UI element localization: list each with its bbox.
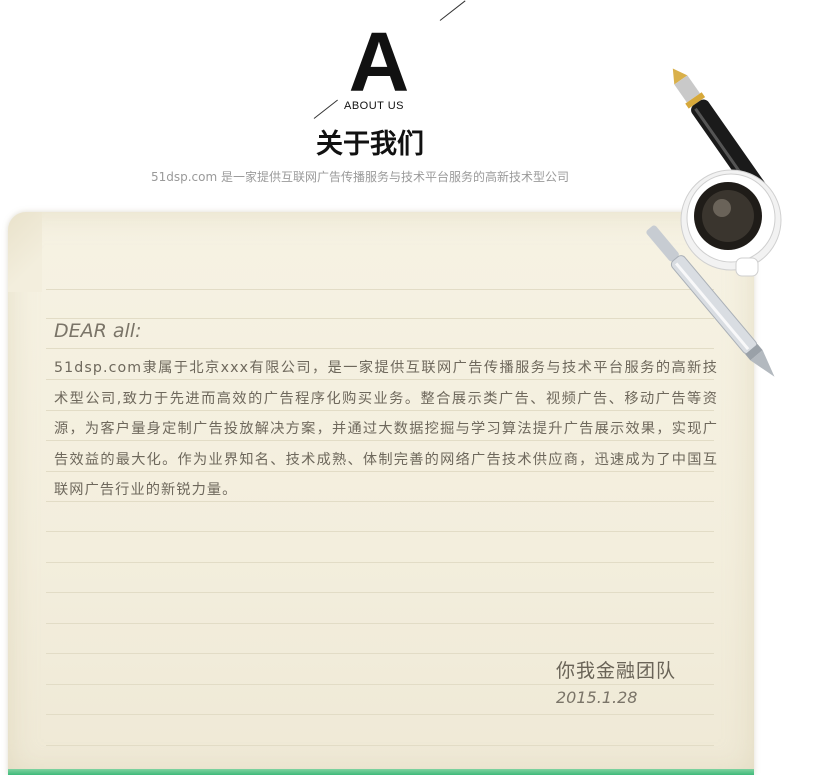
paper-rule <box>46 440 714 441</box>
paper-rule <box>46 318 714 319</box>
paper-rule <box>46 714 714 715</box>
paper-rule <box>46 289 714 290</box>
paper-rule <box>46 501 714 502</box>
letter-signature: 你我金融团队 <box>556 660 677 682</box>
paper-rule <box>46 471 714 472</box>
bottom-accent-bar <box>8 769 754 775</box>
letter-body: 51dsp.com隶属于北京xxx有限公司，是一家提供互联网广告传播服务与技术平… <box>54 360 718 498</box>
letter-date: 2015.1.28 <box>556 688 638 707</box>
paper-fold-corner <box>8 212 42 292</box>
letter-greeting: DEAR all: <box>54 320 142 342</box>
section-label: ABOUT US <box>343 100 405 112</box>
page-title: 关于我们 <box>316 129 424 160</box>
paper-rule <box>46 684 714 685</box>
paper-rule <box>46 379 714 380</box>
paper-rule <box>46 410 714 411</box>
decorative-slash <box>439 0 466 21</box>
paper-rule <box>46 348 714 349</box>
paper-rule <box>46 653 714 654</box>
paper-rule <box>46 745 714 746</box>
ballpoint-pen-icon <box>646 225 775 377</box>
page-subtitle: 51dsp.com 是一家提供互联网广告传播服务与技术平台服务的高新技术型公司 <box>150 170 570 184</box>
paper-rule <box>46 531 714 532</box>
paper-rule <box>46 592 714 593</box>
letter-paper <box>8 212 754 775</box>
paper-rule <box>46 562 714 563</box>
coffee-cup-icon <box>680 169 782 277</box>
paper-rule <box>46 623 714 624</box>
section-letter: A <box>348 15 410 109</box>
